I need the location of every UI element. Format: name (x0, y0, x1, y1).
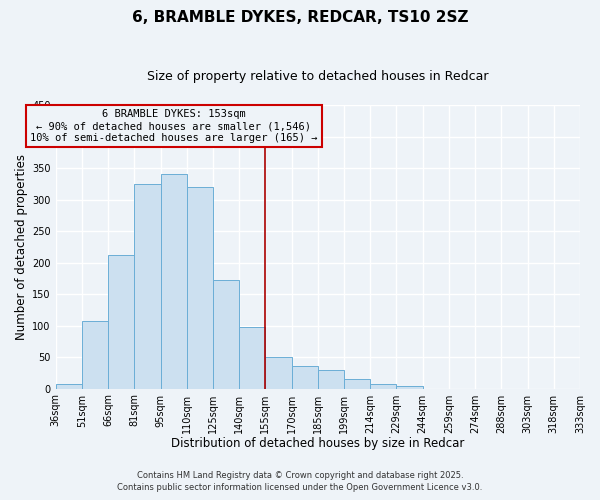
Bar (397, 386, 422, 388)
Text: Contains HM Land Registry data © Crown copyright and database right 2025.
Contai: Contains HM Land Registry data © Crown c… (118, 471, 482, 492)
Bar (108, 255, 134, 388)
Bar (292, 366, 318, 388)
Title: Size of property relative to detached houses in Redcar: Size of property relative to detached ho… (147, 70, 488, 83)
X-axis label: Distribution of detached houses by size in Redcar: Distribution of detached houses by size … (171, 437, 464, 450)
Bar (56, 384, 82, 388)
Y-axis label: Number of detached properties: Number of detached properties (15, 154, 28, 340)
Bar (265, 357, 292, 388)
Bar (161, 174, 187, 388)
Bar (82, 321, 108, 388)
Text: 6, BRAMBLE DYKES, REDCAR, TS10 2SZ: 6, BRAMBLE DYKES, REDCAR, TS10 2SZ (132, 10, 468, 25)
Bar (213, 280, 239, 388)
Bar (344, 378, 370, 388)
Bar (239, 327, 265, 388)
Bar (370, 384, 397, 388)
Text: 6 BRAMBLE DYKES: 153sqm
← 90% of detached houses are smaller (1,546)
10% of semi: 6 BRAMBLE DYKES: 153sqm ← 90% of detache… (30, 110, 317, 142)
Bar (134, 184, 161, 388)
Bar (318, 370, 344, 388)
Bar (187, 187, 213, 388)
